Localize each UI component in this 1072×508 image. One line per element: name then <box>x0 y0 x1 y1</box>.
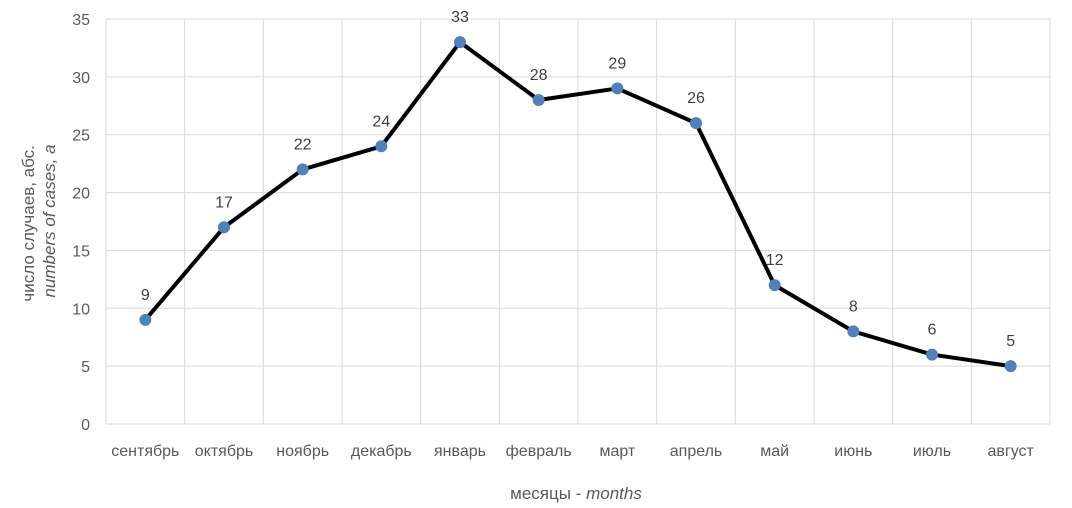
x-axis-title: месяцы - months <box>510 484 642 503</box>
data-point-marker <box>218 221 230 234</box>
x-tick-label: сентябрь <box>111 443 179 460</box>
x-tick-label: июль <box>913 443 951 460</box>
x-tick-label: август <box>987 443 1034 460</box>
y-tick-label: 35 <box>72 12 90 29</box>
data-point-marker <box>926 348 938 361</box>
data-label: 28 <box>530 67 548 84</box>
data-point-marker <box>847 325 860 338</box>
data-label: 24 <box>372 113 390 130</box>
data-label: 26 <box>687 90 705 107</box>
data-point-marker <box>139 313 152 326</box>
data-point-marker <box>1004 360 1017 373</box>
x-tick-label: декабрь <box>351 443 412 460</box>
data-label: 22 <box>294 136 312 153</box>
y-tick-label: 5 <box>81 359 90 376</box>
y-tick-label: 15 <box>72 243 90 260</box>
x-tick-label: март <box>599 443 635 460</box>
data-point-marker <box>532 94 545 106</box>
y-axis-title-line2: numbers of cases, a <box>40 144 59 297</box>
y-axis-title: число случаев, абс. numbers of cases, a <box>19 140 59 301</box>
data-labels: 9 17 22 24 33 28 29 26 12 8 6 5 <box>141 9 1015 350</box>
data-point-marker <box>690 117 702 130</box>
y-tick-label: 30 <box>72 70 90 87</box>
y-axis-title-line1: число случаев, абс. <box>19 145 38 302</box>
y-axis-ticks: 0 5 10 15 20 25 30 35 <box>72 12 90 434</box>
data-label: 29 <box>608 55 626 72</box>
data-label: 8 <box>849 298 858 315</box>
data-label: 6 <box>928 322 937 339</box>
series-line-group <box>143 40 1013 369</box>
x-tick-label: февраль <box>506 443 572 460</box>
data-label: 5 <box>1006 333 1015 350</box>
y-tick-label: 0 <box>81 417 90 434</box>
data-point-marker <box>768 279 781 292</box>
y-tick-label: 20 <box>72 186 90 203</box>
x-axis-title-italic: months <box>586 484 642 503</box>
series-markers <box>139 36 1017 373</box>
data-point-marker <box>375 140 388 153</box>
data-point-marker <box>454 36 466 49</box>
data-point-marker <box>296 163 309 176</box>
x-axis-title-main: месяцы - <box>510 484 586 503</box>
data-label: 17 <box>215 194 233 211</box>
x-tick-label: май <box>760 443 789 460</box>
x-tick-label: октябрь <box>195 443 253 460</box>
data-label: 12 <box>766 252 784 269</box>
y-tick-label: 10 <box>72 301 90 318</box>
x-tick-label: апрель <box>670 443 723 460</box>
x-tick-label: июнь <box>834 443 872 460</box>
y-tick-label: 25 <box>72 128 90 145</box>
series-line <box>143 40 1013 369</box>
x-axis-ticks: сентябрь октябрь ноябрь декабрь январь феврал… <box>111 443 1034 460</box>
x-tick-label: ноябрь <box>276 443 329 460</box>
data-point-marker <box>611 82 624 95</box>
data-label: 33 <box>451 9 469 26</box>
data-label: 9 <box>141 287 150 304</box>
grid <box>105 18 1051 425</box>
x-tick-label: январь <box>434 443 486 460</box>
